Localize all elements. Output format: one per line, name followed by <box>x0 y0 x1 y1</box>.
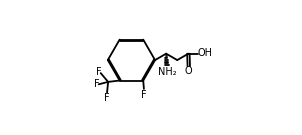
Text: NH₂: NH₂ <box>158 67 176 77</box>
Text: OH: OH <box>198 48 213 58</box>
Text: F: F <box>141 90 147 100</box>
Text: F: F <box>94 79 99 89</box>
Text: F: F <box>104 93 110 103</box>
Text: O: O <box>185 66 193 77</box>
Text: F: F <box>96 67 102 77</box>
